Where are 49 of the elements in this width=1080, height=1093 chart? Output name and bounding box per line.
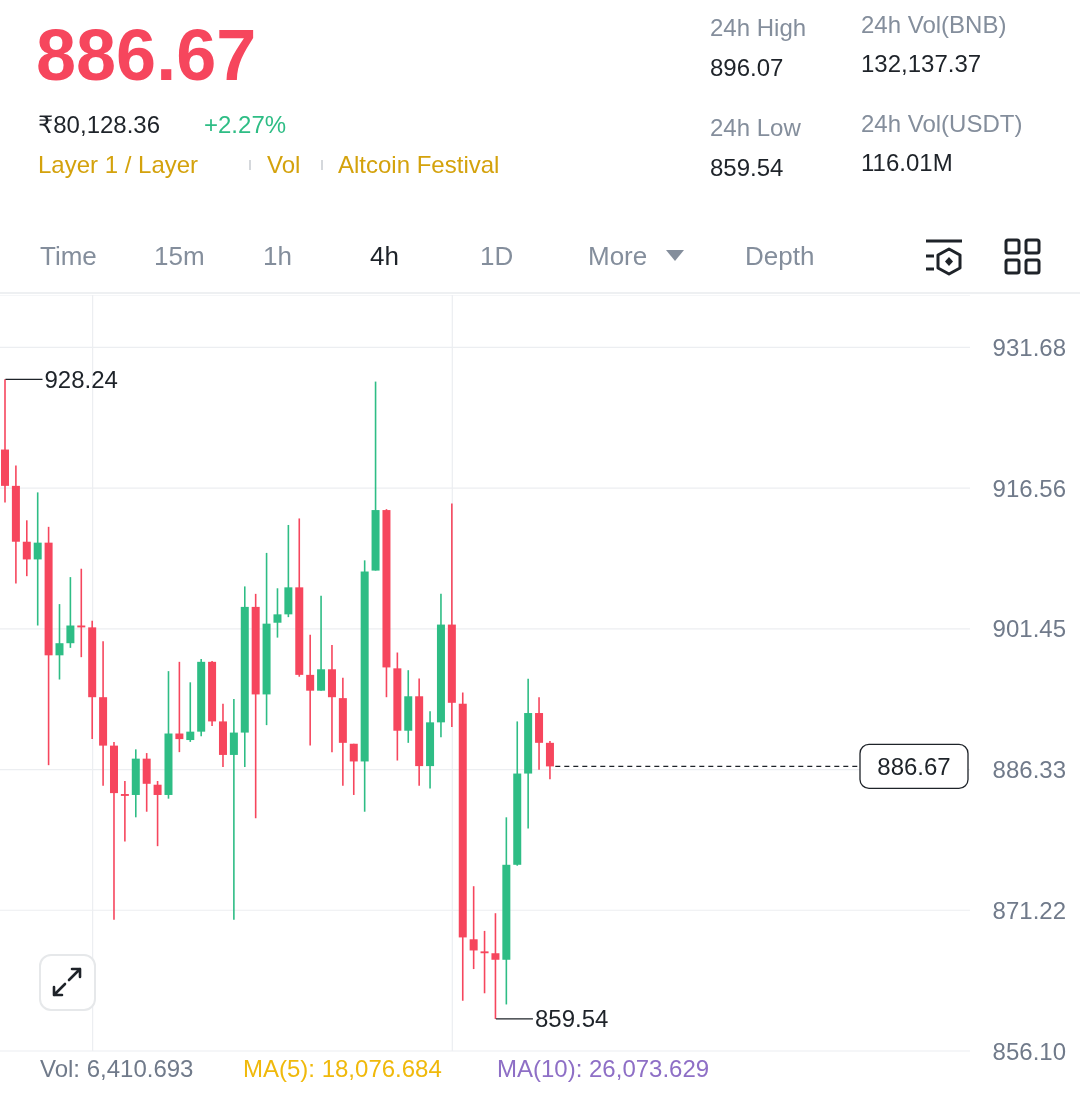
text: Layer 1 / Layer: [38, 151, 199, 180]
text: 859.54: [710, 154, 784, 183]
candlestick: [33, 491, 42, 627]
candlestick: [349, 742, 358, 796]
annotation: 859.54: [534, 1005, 609, 1033]
candlestick: [153, 780, 162, 847]
candlestick: [317, 594, 326, 692]
text: 15m: [154, 241, 205, 273]
candlestick: [229, 698, 238, 921]
y-tick-label: 856.10: [992, 1037, 1066, 1065]
text: 1D: [480, 241, 514, 273]
text: ₹80,128.36: [38, 111, 161, 140]
candlestick: [66, 576, 75, 649]
candlestick: [480, 930, 489, 995]
candlestick: [306, 634, 315, 747]
y-tick-label: 871.22: [992, 896, 1066, 924]
text: Vol: 6,410.693: [40, 1055, 194, 1084]
candlestick: [22, 519, 31, 577]
text: 24h Vol(USDT): [861, 110, 1023, 139]
candlestick: [491, 912, 500, 1020]
y-tick-label: 901.45: [992, 615, 1066, 643]
candlestick: [469, 885, 478, 970]
text: Altcoin Festival: [338, 151, 500, 180]
text: 896.07: [710, 54, 784, 83]
text: MA(5): 18,076.684: [243, 1055, 442, 1084]
text: 24h Vol(BNB): [861, 11, 1007, 40]
text: 116.01M: [861, 149, 953, 178]
candlestick: [186, 681, 195, 743]
text: 24h High: [710, 14, 807, 43]
candlestick: [120, 780, 129, 843]
text: 4h: [370, 241, 399, 273]
candlestick: [545, 740, 554, 780]
candlestick: [273, 587, 282, 639]
text: Vol: [267, 151, 301, 180]
chart-title: 886.67: [36, 14, 257, 97]
y-tick-label: 916.56: [992, 474, 1066, 502]
text: Depth: [745, 241, 815, 273]
text: 24h Low: [710, 114, 801, 143]
text: Time: [40, 241, 97, 273]
text: More: [588, 241, 648, 273]
annotation: 928.24: [44, 365, 118, 393]
candlestick: [55, 603, 64, 681]
text: MA(10): 26,073.629: [497, 1055, 710, 1084]
ref-line-label: 886.67: [877, 752, 951, 780]
y-tick-label: 931.68: [992, 333, 1066, 361]
text: 1h: [263, 241, 292, 273]
text: +2.27%: [204, 111, 287, 140]
y-tick-label: 886.33: [992, 756, 1066, 784]
text: 132,137.37: [861, 50, 982, 79]
